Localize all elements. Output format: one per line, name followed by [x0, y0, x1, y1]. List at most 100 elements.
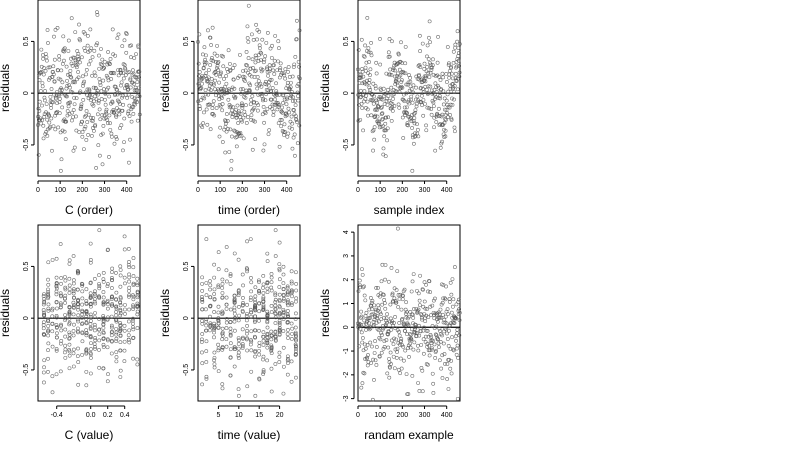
data-point	[109, 325, 114, 330]
data-point	[451, 347, 456, 352]
data-point	[269, 329, 274, 334]
data-point	[96, 98, 101, 103]
data-point	[442, 121, 447, 125]
data-point	[281, 101, 285, 105]
data-point	[395, 62, 400, 66]
data-point	[78, 38, 83, 43]
data-point	[412, 327, 417, 332]
data-point	[220, 295, 225, 300]
data-point	[419, 342, 424, 347]
data-point	[401, 92, 406, 97]
data-point	[396, 52, 401, 57]
data-point	[79, 102, 84, 107]
data-point	[376, 285, 380, 290]
data-point	[386, 345, 391, 350]
data-point	[109, 131, 114, 136]
data-point	[212, 350, 217, 355]
data-point	[405, 121, 410, 126]
data-point	[404, 372, 409, 376]
data-point	[63, 137, 68, 142]
data-point	[399, 78, 404, 83]
data-point	[118, 375, 123, 379]
data-point	[261, 303, 266, 307]
data-point	[294, 37, 299, 42]
x-tick-label: 200	[397, 412, 409, 419]
data-point	[232, 251, 237, 256]
data-point	[261, 105, 266, 109]
data-point	[76, 313, 81, 318]
data-point	[416, 291, 421, 296]
data-point	[445, 92, 450, 97]
data-point	[358, 88, 363, 93]
data-point	[232, 63, 237, 68]
data-point	[370, 397, 375, 402]
data-point	[233, 316, 237, 321]
data-point	[100, 113, 104, 118]
data-point	[126, 337, 131, 342]
data-point	[236, 387, 241, 392]
data-point	[269, 272, 274, 276]
y-tick-label: -0.5	[183, 364, 190, 376]
x-tick-label: 100	[374, 187, 386, 194]
data-point	[244, 337, 249, 342]
data-point	[223, 119, 228, 124]
data-point	[97, 66, 102, 71]
data-point	[409, 327, 414, 332]
data-point	[415, 122, 419, 127]
y-tick-label: -3	[343, 395, 350, 401]
data-point	[228, 320, 233, 325]
data-point	[266, 83, 271, 88]
data-point	[123, 73, 128, 77]
data-point	[269, 288, 274, 293]
data-point	[85, 43, 90, 48]
data-point	[394, 337, 399, 342]
data-point	[373, 309, 378, 314]
data-point	[384, 320, 389, 325]
data-point	[452, 265, 457, 269]
data-point	[46, 324, 51, 328]
x-tick-label: 100	[214, 187, 226, 194]
data-point	[110, 266, 115, 271]
data-point	[440, 300, 445, 305]
data-point	[42, 380, 46, 385]
data-point	[203, 307, 208, 312]
data-point	[220, 309, 225, 314]
data-point	[41, 56, 46, 61]
data-point	[97, 332, 102, 337]
x-axis-title: time (order)	[218, 203, 280, 217]
data-point	[216, 267, 221, 272]
data-point	[265, 309, 270, 314]
data-point	[265, 358, 269, 363]
data-point	[294, 346, 298, 351]
data-point	[212, 87, 217, 92]
data-point	[210, 55, 214, 60]
data-point	[455, 87, 460, 92]
data-point	[114, 336, 119, 341]
data-point	[290, 126, 294, 131]
data-point	[244, 318, 249, 323]
data-point	[208, 287, 212, 292]
data-point	[386, 115, 391, 120]
data-point	[127, 294, 131, 299]
data-point	[208, 303, 213, 308]
data-point	[58, 369, 63, 374]
data-point	[402, 105, 407, 110]
data-point	[121, 148, 125, 153]
data-point	[79, 104, 84, 109]
data-point	[67, 366, 72, 371]
data-point	[47, 120, 52, 125]
data-point	[399, 366, 404, 371]
data-point	[118, 303, 123, 308]
data-point	[228, 347, 233, 352]
data-point	[291, 65, 296, 69]
data-point	[366, 50, 371, 55]
data-point	[80, 130, 85, 134]
data-point	[66, 104, 71, 109]
data-point	[379, 350, 384, 355]
data-point	[404, 91, 409, 96]
data-point	[46, 333, 51, 338]
data-point	[422, 61, 427, 66]
data-point	[89, 115, 93, 120]
data-point	[67, 353, 72, 358]
data-point	[41, 326, 46, 331]
